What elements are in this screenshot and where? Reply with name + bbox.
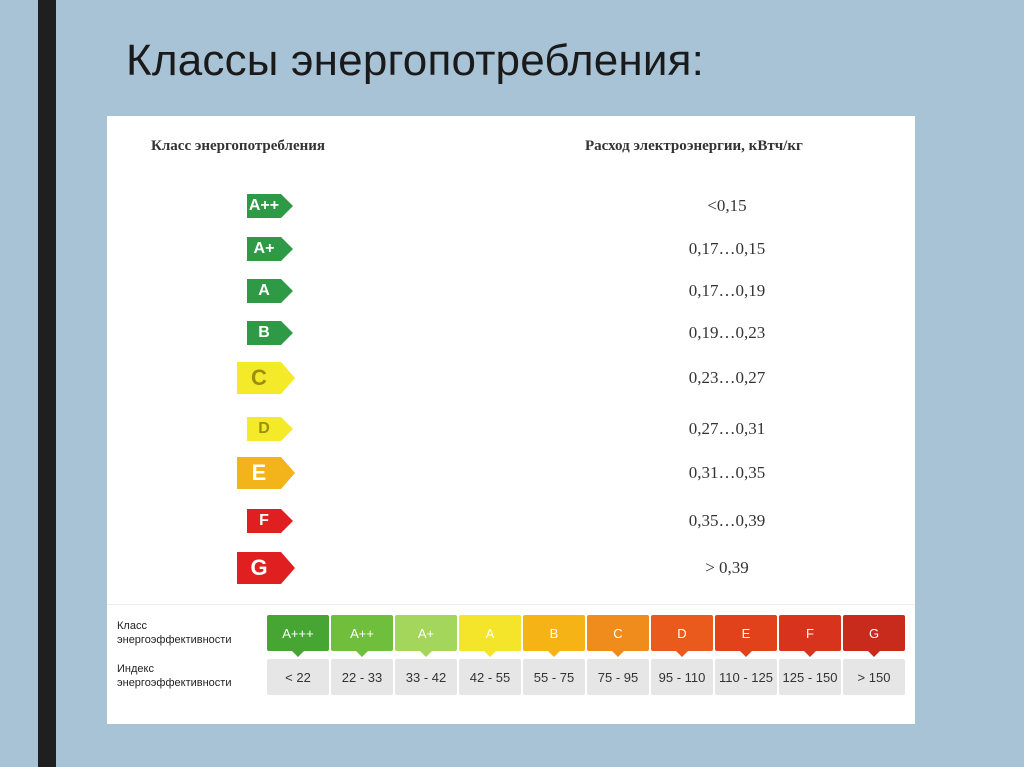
efficiency-class-label: G <box>868 625 880 641</box>
pointer-down-icon <box>804 651 816 657</box>
energy-classes-panel: Класс энергопотребления Расход электроэн… <box>107 116 915 724</box>
energy-class-badge: C <box>237 362 295 394</box>
class-row-label: Класс энергоэффективности <box>117 620 232 646</box>
efficiency-class-cell: A+++ <box>267 615 329 657</box>
energy-class-badge: D <box>247 417 293 441</box>
efficiency-index-cell: 22 - 33 <box>331 659 393 695</box>
energy-class-badge: B <box>247 321 293 345</box>
consumption-value: 0,17…0,15 <box>688 239 766 258</box>
efficiency-class-label: E <box>741 625 751 641</box>
energy-class-label: B <box>247 321 281 345</box>
efficiency-class-cell: D <box>651 615 713 657</box>
pointer-down-icon <box>420 651 432 657</box>
arrow-tip-icon <box>281 457 295 489</box>
consumption-value: > 0,39 <box>705 558 749 577</box>
energy-class-label: A <box>247 279 281 303</box>
consumption-value: 0,23…0,27 <box>688 368 766 387</box>
energy-class-label: D <box>247 417 281 441</box>
pointer-down-icon <box>612 651 624 657</box>
consumption-value: 0,31…0,35 <box>688 463 766 482</box>
efficiency-class-label: A+ <box>417 625 435 641</box>
efficiency-class-label: A+++ <box>282 625 314 641</box>
arrow-tip-icon <box>281 509 293 533</box>
energy-class-label: G <box>237 552 281 584</box>
energy-class-label: A++ <box>247 194 281 218</box>
arrow-tip-icon <box>281 552 295 584</box>
efficiency-class-cell: A+ <box>395 615 457 657</box>
energy-class-badge: A++ <box>247 194 293 218</box>
pointer-down-icon <box>548 651 560 657</box>
efficiency-class-label: F <box>806 625 814 641</box>
pointer-down-icon <box>868 651 880 657</box>
efficiency-class-label: A <box>485 625 495 641</box>
left-column-header: Класс энергопотребления <box>151 138 326 154</box>
pointer-down-icon <box>676 651 688 657</box>
consumption-value: 0,35…0,39 <box>688 511 766 530</box>
energy-class-badge: E <box>237 457 295 489</box>
energy-class-badge: A <box>247 279 293 303</box>
energy-class-label: C <box>237 362 281 394</box>
efficiency-class-label: C <box>613 625 623 641</box>
energy-class-badge: G <box>237 552 295 584</box>
efficiency-class-cell: A <box>459 615 521 657</box>
slide-title: Классы энергопотребления: <box>126 36 705 85</box>
index-row-label: Индекс энергоэффективности <box>117 663 232 689</box>
efficiency-index-cell: 95 - 110 <box>651 659 713 695</box>
pointer-down-icon <box>356 651 368 657</box>
pointer-down-icon <box>740 651 752 657</box>
energy-class-label: F <box>247 509 281 533</box>
arrow-tip-icon <box>281 194 293 218</box>
efficiency-index-cell: < 22 <box>267 659 329 695</box>
arrow-tip-icon <box>281 321 293 345</box>
consumption-value: 0,19…0,23 <box>688 323 766 342</box>
arrow-tip-icon <box>281 417 293 441</box>
left-accent-bar <box>38 0 56 767</box>
efficiency-index-cell: > 150 <box>843 659 905 695</box>
efficiency-class-cell: F <box>779 615 841 657</box>
arrow-tip-icon <box>281 362 295 394</box>
efficiency-class-label: D <box>677 625 687 641</box>
efficiency-class-cell: G <box>843 615 905 657</box>
energy-class-badge: A+ <box>247 237 293 261</box>
pointer-down-icon <box>484 651 496 657</box>
efficiency-index-cell: 110 - 125 <box>715 659 777 695</box>
efficiency-index-cell: 33 - 42 <box>395 659 457 695</box>
efficiency-class-label: B <box>549 625 559 641</box>
energy-class-label: A+ <box>247 237 281 261</box>
right-column-header: Расход электроэнергии, кВтч/кг <box>585 138 803 154</box>
efficiency-scale: Класс энергоэффективности Индекс энергоэ… <box>107 604 915 724</box>
efficiency-class-cell: E <box>715 615 777 657</box>
energy-class-label: E <box>237 457 281 489</box>
arrow-tip-icon <box>281 237 293 261</box>
efficiency-class-cell: A++ <box>331 615 393 657</box>
efficiency-class-cell: C <box>587 615 649 657</box>
consumption-value: <0,15 <box>707 196 747 215</box>
efficiency-index-cell: 75 - 95 <box>587 659 649 695</box>
arrow-tip-icon <box>281 279 293 303</box>
consumption-value: 0,27…0,31 <box>688 419 766 438</box>
efficiency-class-label: A++ <box>350 625 374 641</box>
energy-class-badge: F <box>247 509 293 533</box>
pointer-down-icon <box>292 651 304 657</box>
efficiency-index-cell: 125 - 150 <box>779 659 841 695</box>
efficiency-index-cell: 55 - 75 <box>523 659 585 695</box>
efficiency-index-cell: 42 - 55 <box>459 659 521 695</box>
efficiency-class-cell: B <box>523 615 585 657</box>
consumption-value: 0,17…0,19 <box>688 281 766 300</box>
